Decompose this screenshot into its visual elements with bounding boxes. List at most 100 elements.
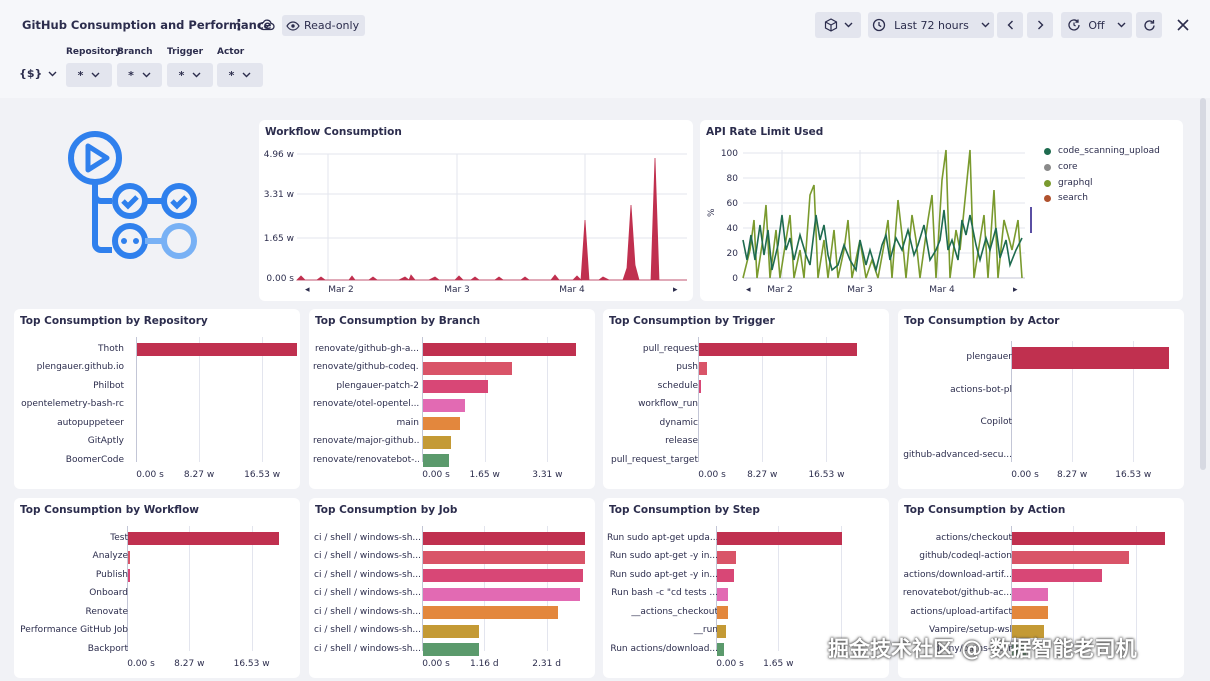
- bar[interactable]: [423, 532, 585, 545]
- gridline: [698, 337, 699, 462]
- legend-item[interactable]: core: [1044, 162, 1078, 172]
- filter-select[interactable]: *: [117, 63, 162, 87]
- bar[interactable]: [1012, 550, 1129, 564]
- bar[interactable]: [1012, 606, 1048, 619]
- bar[interactable]: [1012, 587, 1048, 601]
- page-scrollbar[interactable]: [1200, 98, 1206, 470]
- bar-category-label: actions/upload-artifact: [910, 606, 1012, 617]
- bar[interactable]: [423, 454, 450, 467]
- api-rate-limit-chart: 100 80 60 40 20 0 % ◂ Mar 2 Mar 3 Mar 4 …: [707, 149, 1032, 295]
- bar-category-label: github/codeql-action: [919, 551, 1012, 561]
- panel-title: Top Consumption by Step: [609, 504, 760, 516]
- bar[interactable]: [717, 624, 727, 638]
- bar[interactable]: [423, 606, 558, 619]
- bar[interactable]: [717, 550, 736, 564]
- kebab-icon[interactable]: ⋮: [231, 16, 247, 34]
- bar[interactable]: [1012, 643, 1026, 656]
- filter-label: Actor: [217, 47, 245, 57]
- x-tick: Mar 3: [847, 285, 873, 295]
- bar[interactable]: [423, 417, 460, 430]
- bar[interactable]: [423, 587, 581, 601]
- y-tick: 4.96 w: [264, 150, 294, 160]
- bar[interactable]: [423, 343, 576, 356]
- gridline: [484, 337, 486, 462]
- bar-category-label: ci / shell / windows-sh...: [314, 532, 421, 543]
- legend-item[interactable]: graphql: [1044, 178, 1093, 188]
- bar-category-label: __run: [693, 625, 718, 635]
- filter-select[interactable]: *: [217, 63, 263, 87]
- bar[interactable]: [699, 380, 701, 393]
- bar-category-label: ci / shell / windows-sh...: [314, 588, 421, 598]
- bar-category-label: actions-bot-pl: [950, 384, 1012, 395]
- timeframe-previous-button[interactable]: [997, 12, 1023, 38]
- bar[interactable]: [699, 361, 707, 375]
- bar[interactable]: [423, 398, 465, 412]
- bar[interactable]: [717, 532, 842, 545]
- panel-title: Top Consumption by Workflow: [20, 504, 199, 516]
- legend-item[interactable]: search: [1044, 193, 1088, 203]
- code-scanning-series: [742, 209, 1023, 274]
- y-tick: 40: [727, 224, 739, 234]
- bar[interactable]: [128, 569, 130, 582]
- bar-category-label: opentelemetry-bash-rc: [21, 399, 124, 409]
- segment-selector-button[interactable]: [815, 12, 861, 38]
- bar[interactable]: [128, 550, 130, 564]
- legend-dot: [1044, 194, 1051, 202]
- close-button[interactable]: [1172, 14, 1194, 36]
- bar-category-label: Vampire/setup-wsl: [929, 625, 1012, 635]
- bar-category-label: renovate/github-gh-a...: [314, 343, 419, 354]
- bar[interactable]: [1012, 347, 1170, 369]
- bar[interactable]: [423, 361, 513, 375]
- gridline: [1135, 526, 1137, 651]
- bar-category-label: ci / shell / windows-sh...: [314, 569, 421, 580]
- bar[interactable]: [423, 380, 488, 393]
- refresh-button[interactable]: [1136, 12, 1162, 38]
- bar[interactable]: [423, 624, 480, 638]
- x-tick: 0.00 s: [422, 470, 450, 480]
- bar[interactable]: [717, 587, 729, 601]
- dashboard-title: GitHub Consumption and Performance: [22, 18, 272, 32]
- auto-refresh-selector[interactable]: Off: [1061, 12, 1132, 38]
- bar[interactable]: [717, 606, 728, 619]
- panel-title: Workflow Consumption: [265, 126, 402, 138]
- auto-refresh-label: Off: [1088, 18, 1105, 32]
- bar[interactable]: [717, 569, 734, 582]
- bar-chart-panel: Top Consumption by Actor plengauer actions…: [898, 309, 1184, 489]
- bar[interactable]: [423, 435, 451, 449]
- watermark: 掘金技术社区 @ 数据智能老司机: [828, 637, 1137, 661]
- bar[interactable]: [717, 643, 724, 656]
- panel-title: Top Consumption by Branch: [315, 315, 481, 327]
- timeframe-selector[interactable]: Last 72 hours: [868, 12, 994, 38]
- legend-item[interactable]: code_scanning_upload: [1044, 146, 1160, 156]
- bar[interactable]: [128, 532, 279, 545]
- x-tick: Mar 2: [767, 285, 793, 295]
- bar[interactable]: [423, 550, 585, 564]
- github-actions-logo: [60, 125, 205, 265]
- bar[interactable]: [137, 343, 297, 356]
- bar[interactable]: [423, 569, 583, 582]
- bar-category-label: main: [396, 417, 420, 428]
- filter-select[interactable]: *: [66, 63, 112, 87]
- x-tick: 16.53 w: [1115, 470, 1152, 480]
- filter-select[interactable]: *: [167, 63, 213, 87]
- bar[interactable]: [1012, 624, 1044, 638]
- chevron-down-icon: [844, 22, 852, 28]
- bar[interactable]: [699, 343, 857, 356]
- y-tick: 100: [721, 149, 738, 159]
- timeframe-label: Last 72 hours: [894, 18, 969, 32]
- legend-label: graphql: [1058, 178, 1093, 188]
- legend-label: search: [1058, 193, 1088, 203]
- bar-chart-panel: Top Consumption by Job ci / shell / windo…: [309, 498, 595, 678]
- timeframe-next-button[interactable]: [1027, 12, 1053, 38]
- bar[interactable]: [1012, 569, 1102, 582]
- refresh-timer-icon: [1068, 19, 1081, 31]
- bar-chart-panel: Top Consumption by Step Run sudo apt-get …: [603, 498, 889, 678]
- bar[interactable]: [423, 643, 480, 656]
- cloud-icon[interactable]: [258, 16, 276, 34]
- bar-category-label: Test: [110, 532, 128, 543]
- close-icon: [1177, 19, 1189, 31]
- bar-category-label: Onboard: [89, 588, 128, 598]
- variables-toggle[interactable]: {$}: [19, 67, 57, 80]
- filter-label: Repository: [66, 47, 121, 57]
- bar[interactable]: [1012, 532, 1165, 545]
